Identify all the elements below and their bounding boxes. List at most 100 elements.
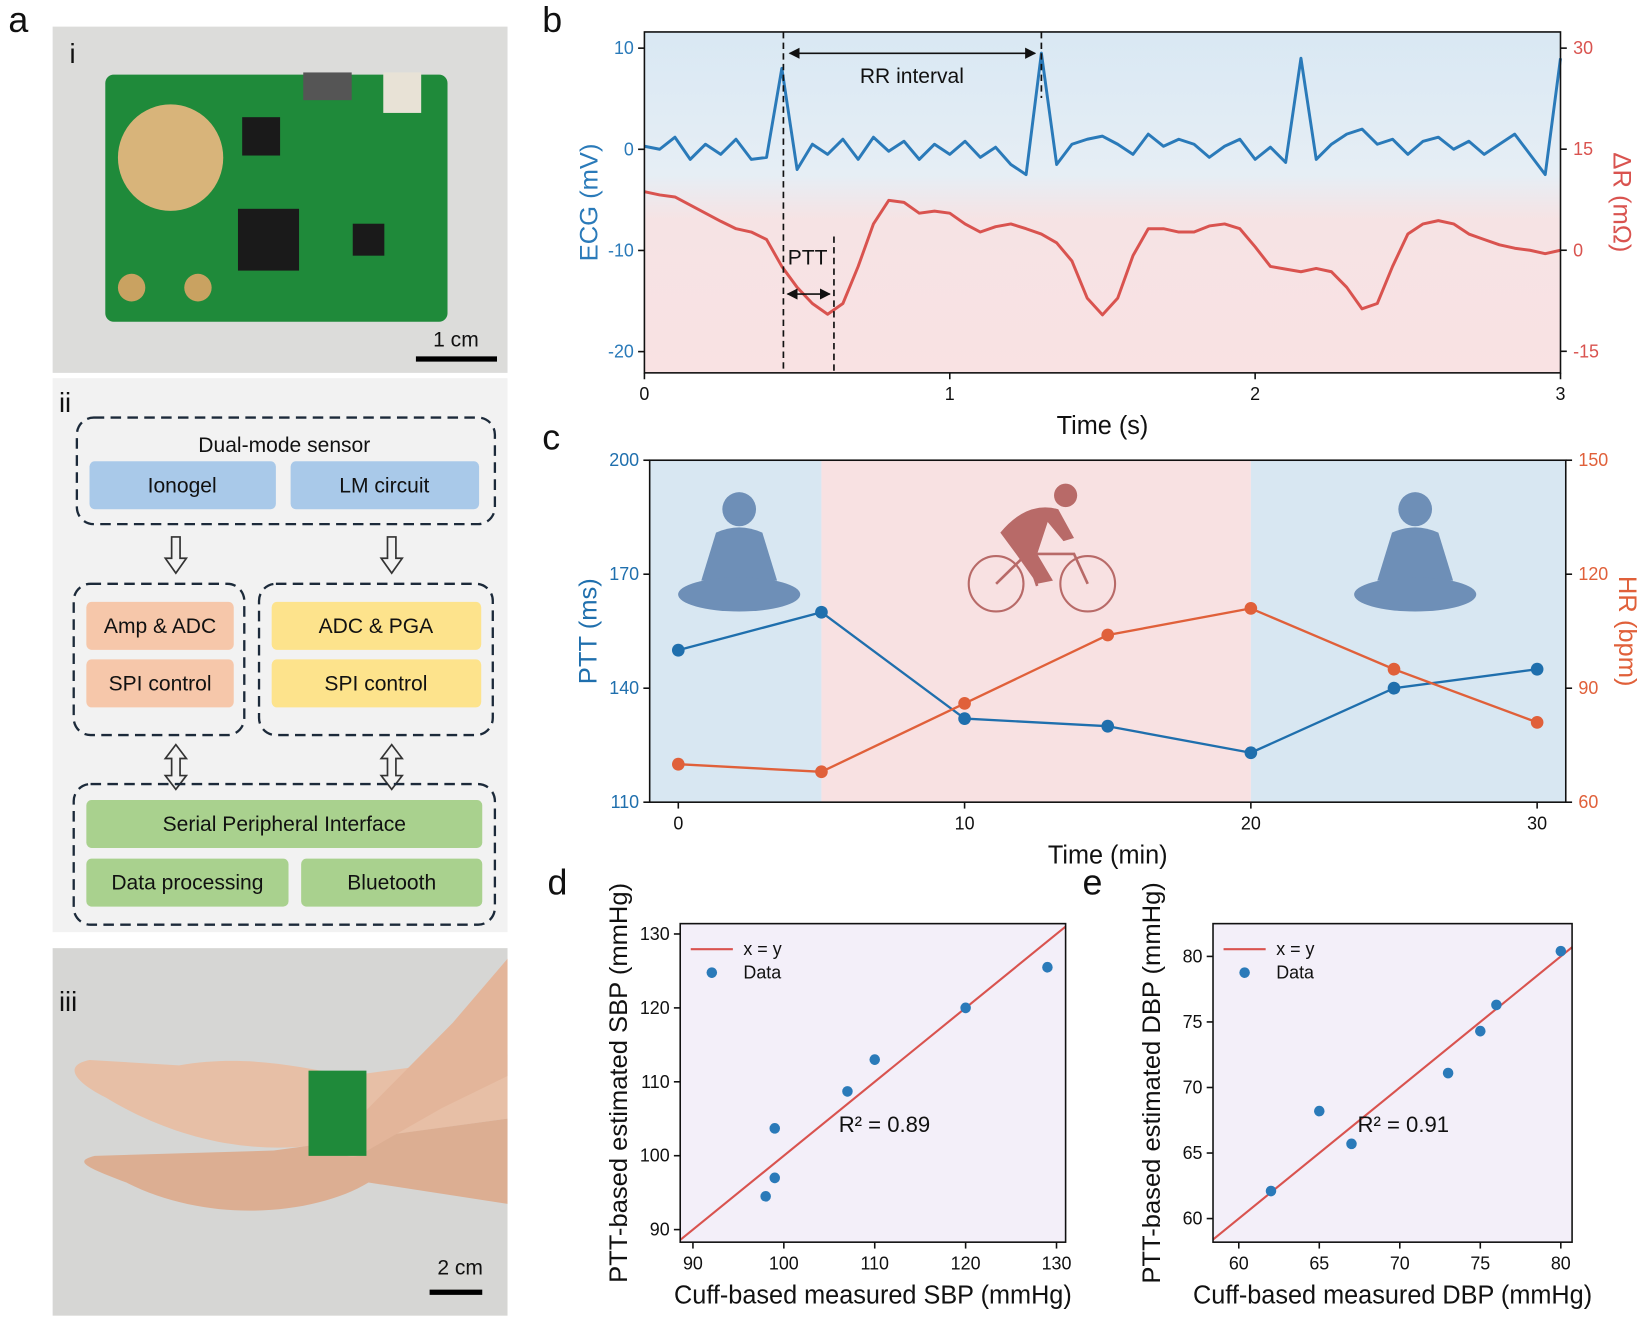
x-tick-label: 3 — [1556, 384, 1566, 404]
block — [86, 659, 234, 708]
data-point — [1042, 961, 1053, 973]
plots: 0 1 2 3 -20 -10 0 10 -15 0 15 30 Time (s) ECG (mV) ΔR … — [575, 31, 1641, 1310]
data-point — [769, 1123, 781, 1134]
x-tick-label: 30 — [1527, 813, 1547, 833]
group-box — [72, 582, 246, 737]
y-tick-label: 60 — [1183, 1209, 1203, 1229]
annotation: PTT — [788, 246, 828, 269]
x-tick-label: 10 — [955, 813, 975, 833]
block — [86, 800, 483, 848]
block-label: SPI control — [109, 672, 212, 695]
legend-label: x = y — [743, 939, 781, 959]
data-point — [1346, 1138, 1357, 1150]
y2-tick-label: 30 — [1573, 38, 1593, 58]
data-line — [644, 51, 1562, 177]
x-tick-label: 1 — [945, 384, 955, 404]
data-point — [760, 1191, 771, 1202]
legend-label: Data — [743, 963, 782, 983]
y-tick-label: 110 — [611, 792, 640, 812]
icons — [678, 483, 1477, 613]
y2-tick-label: -15 — [1573, 341, 1599, 361]
photo-label: i — [69, 38, 75, 69]
legend-swatch — [1239, 967, 1250, 978]
y-tick-label: 75 — [1183, 1012, 1203, 1032]
data-point — [1244, 746, 1258, 760]
block — [271, 659, 482, 708]
y-tick-label: -10 — [608, 240, 634, 260]
y2-tick-label: 150 — [1578, 450, 1608, 470]
y-tick-label: 10 — [614, 38, 634, 58]
y-tick-label: 170 — [609, 564, 639, 584]
y-tick-label: 110 — [641, 1072, 670, 1092]
data-point — [1530, 716, 1544, 729]
y-tick-label: 120 — [640, 998, 670, 1018]
x-tick-label: 70 — [1390, 1253, 1410, 1273]
data-point — [1387, 681, 1401, 695]
annotation: R² = 0.89 — [839, 1112, 931, 1137]
block — [86, 601, 234, 650]
y2-tick-label: 0 — [1573, 240, 1583, 260]
photo-label: iii — [59, 986, 77, 1017]
block-label: Amp & ADC — [104, 615, 216, 638]
data-point — [958, 712, 971, 725]
y-tick-label: 200 — [609, 450, 639, 470]
x-tick-label: 130 — [1042, 1253, 1072, 1273]
panel-label: b — [542, 0, 562, 40]
y-tick-label: 80 — [1183, 946, 1203, 966]
data-point — [769, 1172, 781, 1184]
y-tick-label: 90 — [650, 1220, 670, 1240]
panel-label: d — [548, 861, 568, 902]
x-tick-label: 0 — [639, 384, 649, 404]
y-tick-label: 0 — [624, 139, 634, 159]
plot-frame — [1212, 922, 1573, 1243]
x-tick-label: 75 — [1470, 1253, 1490, 1273]
cyclist — [967, 483, 1117, 613]
y-tick-label: 100 — [640, 1146, 670, 1166]
x-axis-label: Cuff-based measured DBP (mmHg) — [1193, 1281, 1592, 1309]
group-box — [75, 416, 497, 526]
legend-label: x = y — [1276, 939, 1314, 959]
data-point — [815, 605, 828, 619]
x-tick-label: 2 — [1250, 384, 1260, 404]
plot-frame — [679, 922, 1067, 1243]
panel-label: c — [542, 416, 560, 457]
meditating-person — [678, 492, 801, 612]
block-label: Ionogel — [148, 474, 217, 497]
data-line — [644, 190, 1561, 317]
block-label: ADC & PGA — [319, 615, 434, 638]
panel-label: e — [1082, 861, 1102, 902]
scale-label: 1 cm — [433, 328, 479, 351]
block — [89, 461, 276, 510]
data-point — [1101, 628, 1115, 642]
block — [301, 858, 483, 907]
data-point — [815, 765, 828, 779]
data-point — [1530, 662, 1544, 676]
y-tick-label: 70 — [1183, 1077, 1203, 1097]
data-point — [1387, 662, 1401, 676]
meditating-person — [1354, 492, 1477, 612]
x-tick-label: 100 — [769, 1253, 799, 1273]
y2-tick-label: 120 — [1578, 564, 1608, 584]
data-point — [1555, 945, 1567, 957]
wrist-photo — [52, 948, 508, 1316]
data-point — [842, 1086, 853, 1097]
y2-tick-label: 15 — [1573, 139, 1593, 159]
data-point — [1491, 999, 1502, 1011]
plot-bg — [644, 31, 1561, 373]
y-axis-label: PTT (ms) — [575, 578, 603, 684]
x-axis-label: Time (min) — [1048, 841, 1168, 869]
block — [271, 601, 482, 650]
y-tick-label: -20 — [608, 342, 634, 362]
x-tick-label: 80 — [1551, 1253, 1571, 1273]
arrows — [163, 536, 404, 791]
legend-swatch — [706, 967, 718, 978]
x-tick-label: 65 — [1309, 1253, 1329, 1273]
y-tick-label: 140 — [609, 678, 639, 698]
plot-frame — [648, 459, 1567, 803]
identity-line — [679, 925, 1067, 1241]
y2-tick-label: 60 — [1578, 792, 1598, 812]
y-axis-label: PTT-based estimated SBP (mmHg) — [605, 883, 633, 1283]
x-tick-label: 90 — [683, 1253, 703, 1273]
data-point — [671, 643, 685, 657]
